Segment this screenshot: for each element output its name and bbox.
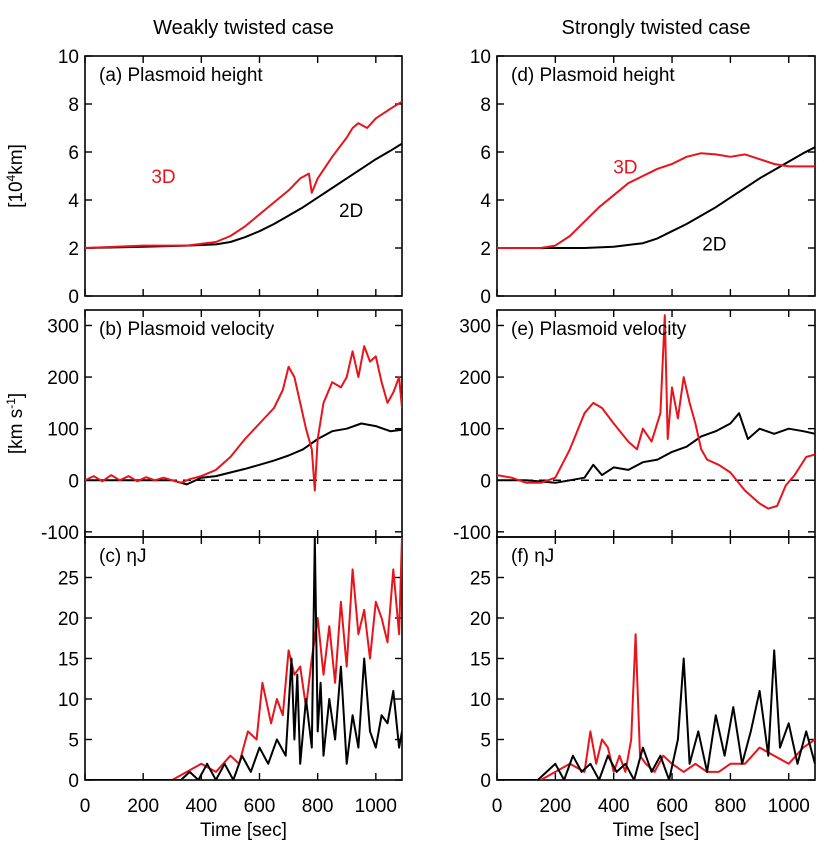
series-line-3d: [497, 633, 815, 780]
panel-d: 0 2 4 6 8 10 (d) Plasmoid height 3D 2D: [470, 47, 816, 308]
y-tick-label: 8: [68, 95, 79, 116]
y-axis-label-tail: ]: [6, 393, 27, 398]
y-axis-label: [km s-1]: [4, 393, 27, 454]
column-title: Weakly twisted case: [153, 17, 334, 39]
panel-title: (e) Plasmoid velocity: [511, 319, 687, 340]
panel-frame: [84, 536, 403, 781]
series-annotation: 2D: [702, 234, 726, 255]
x-tick-label: 400: [185, 796, 217, 817]
y-tick-label: 0: [68, 471, 79, 492]
series-line-3d: [85, 537, 402, 780]
x-tick-label: 1000: [768, 796, 810, 817]
y-tick-label: 15: [58, 650, 79, 671]
y-tick-label: 15: [470, 650, 491, 671]
x-tick-label: 200: [127, 796, 159, 817]
y-tick-label: 8: [480, 95, 491, 116]
series-line-2d: [497, 146, 815, 249]
series-line-2d: [85, 422, 402, 486]
x-tick-label: 800: [302, 796, 334, 817]
y-tick-label: 100: [47, 420, 79, 441]
y-axis-label-main: [10: [6, 181, 27, 207]
panel-frame: [84, 309, 403, 538]
x-axis-label: Time [sec]: [613, 820, 700, 841]
series-annotation: 3D: [613, 158, 637, 179]
y-tick-label: 20: [58, 609, 79, 630]
y-tick-label: 20: [470, 609, 491, 630]
series-annotation: 2D: [339, 201, 363, 222]
panel-title: (a) Plasmoid height: [99, 65, 263, 86]
series-line-2d: [85, 537, 402, 780]
panel-f: 0 5 10 15 20 25 0 200 400 600 800 1000 (f) ηJ: [470, 536, 816, 817]
panel-a: 0 2 4 6 8 10 (a) Plasmoid height 3D 2D: [58, 47, 403, 308]
y-axis-label-tail: km]: [6, 144, 27, 175]
panel-c: 0 5 10 15 20 25 0 200 400 600 800 1000 (c) ηJ: [58, 536, 403, 817]
y-axis-label-superscript: 4: [4, 174, 18, 181]
x-tick-label: 200: [539, 796, 571, 817]
y-tick-label: 10: [58, 47, 79, 68]
y-tick-label: 25: [470, 569, 491, 590]
y-tick-label: -100: [41, 523, 79, 544]
y-tick-label: 0: [480, 771, 491, 792]
y-tick-label: 100: [459, 420, 491, 441]
series-annotation: 3D: [151, 167, 175, 188]
y-tick-label: 300: [459, 316, 491, 337]
x-tick-label: 0: [80, 796, 91, 817]
y-tick-label: 4: [68, 191, 79, 212]
y-axis-label: [104km]: [4, 144, 27, 208]
series-line-3d: [85, 100, 402, 249]
panel-e: -100 0 100 200 300 (e) Plasmoid velocity: [453, 309, 816, 544]
y-tick-label: 0: [68, 771, 79, 792]
panel-title: (f) ηJ: [511, 546, 554, 567]
panel-title: (d) Plasmoid height: [511, 65, 675, 86]
x-tick-label: 800: [715, 796, 747, 817]
y-tick-label: 2: [480, 239, 491, 260]
series-line-2d: [497, 649, 815, 780]
series-line-3d: [497, 314, 815, 510]
y-tick-label: 25: [58, 569, 79, 590]
x-tick-label: 1000: [355, 796, 397, 817]
x-tick-label: 600: [656, 796, 688, 817]
panel-frame: [496, 309, 816, 538]
panel-frame: [84, 55, 403, 297]
column-title: Strongly twisted case: [562, 17, 751, 39]
series-line-3d: [85, 345, 402, 492]
series-line-2d: [85, 142, 402, 249]
y-tick-label: 0: [480, 471, 491, 492]
y-tick-label: 10: [470, 47, 491, 68]
x-tick-label: 400: [598, 796, 630, 817]
y-tick-label: 0: [480, 287, 491, 308]
y-tick-label: -100: [453, 523, 491, 544]
y-tick-label: 5: [480, 731, 491, 752]
y-axis-label-main: [km s: [6, 409, 27, 454]
y-tick-label: 300: [47, 316, 79, 337]
y-tick-label: 6: [68, 143, 79, 164]
series-line-2d: [497, 412, 815, 484]
y-tick-label: 2: [68, 239, 79, 260]
x-tick-label: 0: [492, 796, 503, 817]
y-axis-label-superscript: -1: [4, 398, 18, 409]
y-tick-label: 200: [459, 368, 491, 389]
series-line-3d: [497, 152, 815, 249]
y-tick-label: 0: [68, 287, 79, 308]
y-tick-label: 4: [480, 191, 491, 212]
y-tick-label: 5: [68, 731, 79, 752]
panel-title: (b) Plasmoid velocity: [99, 319, 275, 340]
x-axis-label: Time [sec]: [200, 820, 287, 841]
panel-frame: [496, 55, 816, 297]
x-tick-label: 600: [244, 796, 276, 817]
y-tick-label: 10: [58, 690, 79, 711]
y-tick-label: 10: [470, 690, 491, 711]
panel-title: (c) ηJ: [99, 546, 147, 567]
y-tick-label: 6: [480, 143, 491, 164]
y-tick-label: 200: [47, 368, 79, 389]
panel-b: -100 0 100 200 300 (b) Plasmoid velocity: [41, 309, 403, 544]
